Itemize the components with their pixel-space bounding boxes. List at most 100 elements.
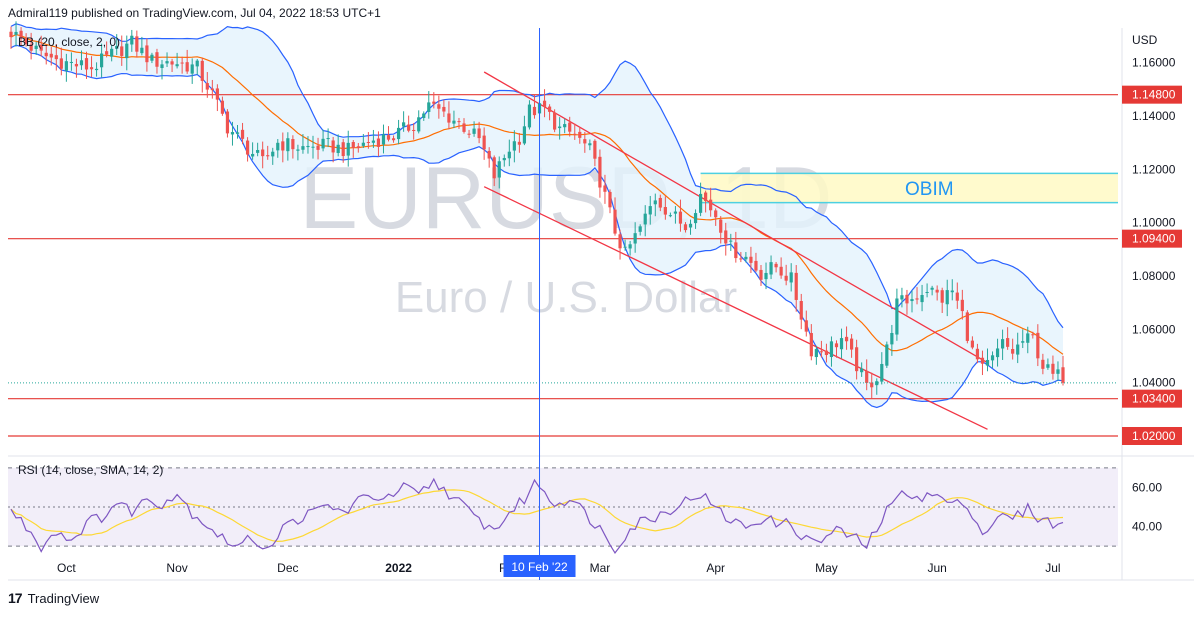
candles[interactable] [8,21,1118,399]
bb-legend[interactable]: BB (20, close, 2, 0) [18,35,120,49]
rsi-tick-label: 60.00 [1132,480,1162,494]
candle-body [296,149,300,151]
candle-body [623,246,627,248]
candle-body [648,206,652,215]
level-price-box [1122,85,1182,104]
candle-body [1041,359,1045,369]
price-axis[interactable]: 1.16000 1.14000 1.12000 1.10000 1.08000 1.060… [1122,56,1182,534]
candle-body [925,291,929,293]
candle-body [870,382,874,388]
candle-body [935,289,939,293]
price-tick-label: 1.12000 [1132,162,1176,176]
candle-body [210,88,214,91]
candle-body [472,128,476,134]
candle-body [437,104,441,109]
candle-body [940,290,944,303]
candle-body [522,126,527,144]
candle-body [376,138,381,147]
candle-body [970,340,974,348]
crosshair-date-box [503,555,576,577]
candle-body [603,185,607,192]
candle-body [467,133,471,135]
candle-body [205,83,209,90]
time-tick-label: Dec [277,561,298,575]
time-tick-label: Mar [590,561,611,575]
candle-body [643,213,647,225]
candle-body [834,343,839,348]
rsi-legend[interactable]: RSI (14, close, SMA, 14, 2) [18,463,163,477]
candle-body [905,294,909,304]
candle-body [170,61,174,65]
candle-body [477,128,481,139]
tradingview-logo-icon: 17 [8,590,23,606]
candle-body [658,197,662,208]
candle-body [492,157,496,179]
candle-body [839,338,844,350]
crosshair-date-label: 10 Feb '22 [511,560,568,574]
candle-body [1026,333,1030,343]
obim-zone: OBIM [700,172,1118,204]
candle-body [744,256,748,260]
candle-body [1051,363,1055,374]
candle-body [286,138,290,152]
candle-body [326,138,330,140]
candle-body [613,209,617,234]
candle-body [955,292,959,301]
time-tick-label: Nov [166,561,187,575]
crosshair: 10 Feb '22 [503,28,576,580]
candle-body [829,341,834,358]
candle-body [698,193,703,213]
candle-body [185,62,189,72]
candle-body [281,141,285,151]
candle-body [19,30,23,39]
candle-body [251,153,255,157]
candle-body [714,210,718,218]
candle-body [1046,364,1050,368]
candle-body [1006,338,1010,347]
candle-body [235,132,240,134]
candle-body [1011,349,1015,354]
candle-body [427,102,431,112]
candle-body [688,223,693,228]
candle-body [638,226,642,232]
candle-body [880,363,884,382]
candle-body [900,295,904,300]
candle-body [105,51,109,55]
candle-body [79,60,84,66]
candle-body [724,230,728,244]
candle-body [29,44,33,51]
candle-body [860,368,864,373]
candle-body [34,45,38,49]
candle-body [824,350,829,356]
candle-body [1031,334,1035,336]
candle-body [754,260,758,271]
candle-body [44,52,48,57]
candle-body [225,111,230,134]
candle-body [175,64,179,67]
channel-line [483,186,988,430]
time-tick-label: Oct [57,561,76,575]
candle-body [64,61,68,71]
candle-body [855,347,859,372]
candle-body [301,146,305,150]
candle-body [442,106,446,112]
candle-body [200,60,204,81]
candle-body [568,122,572,132]
candle-body [809,333,813,357]
candle-body [799,301,803,320]
candle-body [316,145,320,150]
candle-body [915,298,919,300]
candle-body [54,55,58,60]
rsi-tick-label: 40.00 [1132,520,1162,534]
candle-body [422,113,426,118]
candle-body [990,355,995,361]
obim-zone-fill [700,173,1118,203]
candle-body [261,149,265,157]
candle-body [547,106,552,112]
time-tick-label: Jun [927,561,946,575]
candle-body [276,142,280,151]
candle-body [678,211,683,224]
footer-brand: TradingView [27,590,100,606]
candle-body [256,150,260,153]
